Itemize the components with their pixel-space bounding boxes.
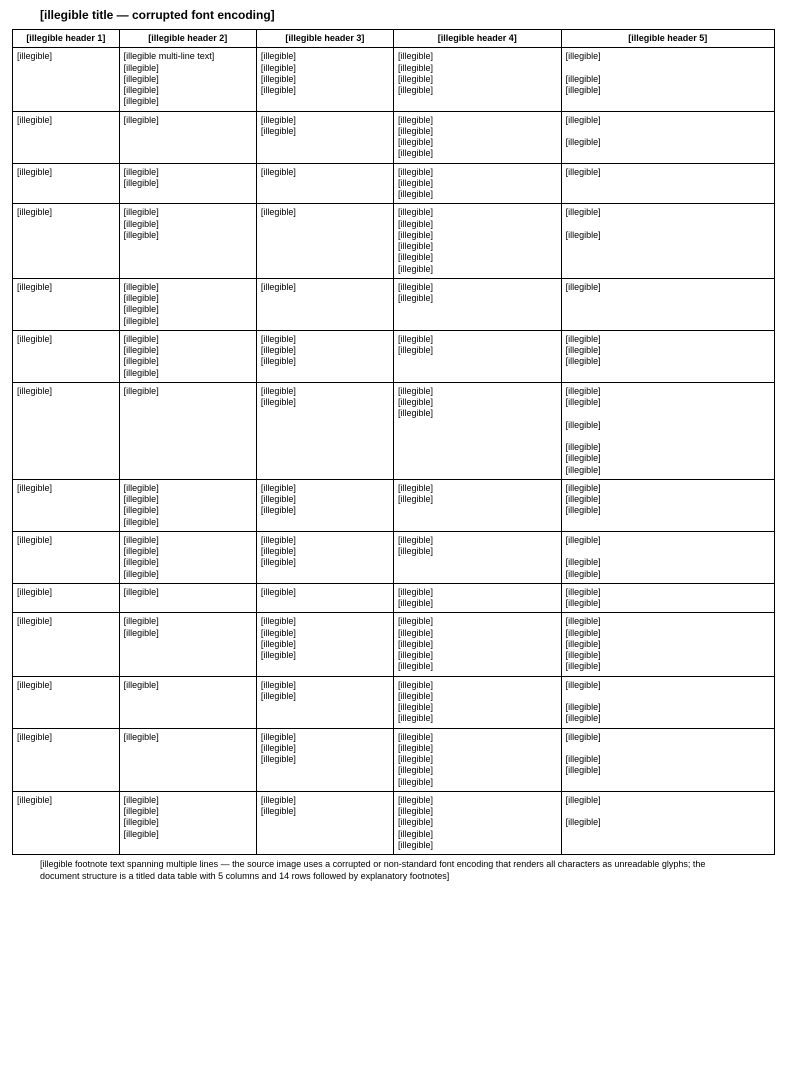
table-cell: [illegible]	[13, 382, 120, 479]
table-cell: [illegible] [illegible] [illegible]	[256, 479, 393, 531]
col-header-4: [illegible header 4]	[393, 30, 561, 48]
table-cell: [illegible]	[13, 204, 120, 279]
table-cell: [illegible]	[13, 479, 120, 531]
table-cell: [illegible] [illegible]	[561, 204, 774, 279]
table-cell: [illegible] [illegible]	[561, 583, 774, 613]
table-header-row: [illegible header 1] [illegible header 2…	[13, 30, 775, 48]
table-cell: [illegible] [illegible] [illegible]	[256, 531, 393, 583]
table-cell: [illegible] [illegible] [illegible]	[561, 479, 774, 531]
table-cell: [illegible]	[256, 163, 393, 204]
table-cell: [illegible] [illegible] [illegible] [ill…	[393, 48, 561, 111]
table-cell: [illegible] [illegible] [illegible]	[119, 204, 256, 279]
table-cell: [illegible] [illegible]	[256, 676, 393, 728]
table-cell: [illegible] [illegible] [illegible]	[393, 163, 561, 204]
table-cell: [illegible]	[13, 728, 120, 791]
table-cell: [illegible]	[13, 531, 120, 583]
col-header-3: [illegible header 3]	[256, 30, 393, 48]
col-header-2: [illegible header 2]	[119, 30, 256, 48]
table-row: [illegible][illegible][illegible] [illeg…	[13, 676, 775, 728]
table-cell: [illegible] [illegible] [illegible] [ill…	[393, 791, 561, 854]
data-table: [illegible header 1] [illegible header 2…	[12, 29, 775, 855]
table-cell: [illegible]	[13, 111, 120, 163]
table-cell: [illegible] [illegible] [illegible] [ill…	[561, 613, 774, 676]
table-cell: [illegible] [illegible]	[393, 479, 561, 531]
table-cell: [illegible]	[13, 583, 120, 613]
table-cell: [illegible] [illegible] [illegible] [ill…	[119, 791, 256, 854]
table-row: [illegible][illegible] [illegible] [ille…	[13, 531, 775, 583]
table-cell: [illegible] [illegible]	[256, 111, 393, 163]
table-cell: [illegible]	[561, 163, 774, 204]
table-cell: [illegible]	[256, 278, 393, 330]
table-row: [illegible][illegible] [illegible][illeg…	[13, 613, 775, 676]
table-cell: [illegible] [illegible] [illegible] [ill…	[393, 111, 561, 163]
table-cell: [illegible] [illegible] [illegible] [ill…	[393, 613, 561, 676]
table-row: [illegible][illegible multi-line text] […	[13, 48, 775, 111]
table-cell: [illegible]	[119, 728, 256, 791]
table-row: [illegible][illegible][illegible] [illeg…	[13, 111, 775, 163]
table-cell: [illegible] [illegible]	[561, 791, 774, 854]
table-row: [illegible][illegible][illegible] [illeg…	[13, 382, 775, 479]
table-row: [illegible][illegible] [illegible] [ille…	[13, 204, 775, 279]
col-header-1: [illegible header 1]	[13, 30, 120, 48]
table-cell: [illegible] [illegible]	[119, 163, 256, 204]
table-cell: [illegible]	[256, 583, 393, 613]
table-cell: [illegible] [illegible] [illegible] [ill…	[561, 382, 774, 479]
table-cell: [illegible] [illegible]	[393, 531, 561, 583]
table-cell: [illegible]	[13, 791, 120, 854]
table-cell: [illegible] [illegible] [illegible] [ill…	[393, 676, 561, 728]
table-cell: [illegible] [illegible] [illegible] [ill…	[256, 48, 393, 111]
table-cell: [illegible] [illegible] [illegible]	[256, 330, 393, 382]
table-cell: [illegible] [illegible]	[393, 278, 561, 330]
table-cell: [illegible] [illegible]	[561, 111, 774, 163]
table-row: [illegible][illegible] [illegible][illeg…	[13, 163, 775, 204]
table-cell: [illegible]	[561, 278, 774, 330]
table-row: [illegible][illegible] [illegible] [ille…	[13, 479, 775, 531]
table-cell: [illegible] [illegible] [illegible]	[561, 330, 774, 382]
table-cell: [illegible] [illegible] [illegible] [ill…	[119, 479, 256, 531]
table-cell: [illegible] [illegible] [illegible] [ill…	[119, 531, 256, 583]
table-cell: [illegible] [illegible]	[256, 382, 393, 479]
footnote-text: [illegible footnote text spanning multip…	[12, 859, 775, 882]
table-cell: [illegible]	[13, 278, 120, 330]
table-cell: [illegible] [illegible]	[393, 330, 561, 382]
table-cell: [illegible]	[119, 583, 256, 613]
table-cell: [illegible] [illegible] [illegible] [ill…	[256, 613, 393, 676]
table-row: [illegible][illegible] [illegible] [ille…	[13, 330, 775, 382]
table-cell: [illegible] [illegible]	[393, 583, 561, 613]
table-cell: [illegible] [illegible] [illegible]	[561, 728, 774, 791]
table-cell: [illegible]	[13, 676, 120, 728]
table-cell: [illegible]	[13, 48, 120, 111]
table-cell: [illegible] [illegible] [illegible]	[256, 728, 393, 791]
table-cell: [illegible]	[119, 111, 256, 163]
document-title: [illegible title — corrupted font encodi…	[12, 8, 775, 23]
table-row: [illegible][illegible][illegible][illegi…	[13, 583, 775, 613]
col-header-5: [illegible header 5]	[561, 30, 774, 48]
table-cell: [illegible] [illegible] [illegible]	[561, 48, 774, 111]
table-cell: [illegible] [illegible] [illegible]	[393, 382, 561, 479]
table-cell: [illegible]	[13, 163, 120, 204]
table-cell: [illegible] [illegible]	[119, 613, 256, 676]
table-cell: [illegible] [illegible] [illegible]	[561, 531, 774, 583]
table-cell: [illegible] [illegible] [illegible] [ill…	[119, 330, 256, 382]
table-body: [illegible][illegible multi-line text] […	[13, 48, 775, 855]
table-cell: [illegible]	[119, 676, 256, 728]
table-row: [illegible][illegible][illegible] [illeg…	[13, 728, 775, 791]
table-cell: [illegible] [illegible] [illegible] [ill…	[393, 204, 561, 279]
table-cell: [illegible]	[119, 382, 256, 479]
table-row: [illegible][illegible] [illegible] [ille…	[13, 791, 775, 854]
table-cell: [illegible] [illegible]	[256, 791, 393, 854]
table-cell: [illegible] [illegible] [illegible] [ill…	[119, 278, 256, 330]
table-cell: [illegible]	[13, 330, 120, 382]
table-cell: [illegible] [illegible] [illegible]	[561, 676, 774, 728]
table-cell: [illegible]	[13, 613, 120, 676]
table-cell: [illegible] [illegible] [illegible] [ill…	[393, 728, 561, 791]
table-cell: [illegible multi-line text] [illegible] …	[119, 48, 256, 111]
table-row: [illegible][illegible] [illegible] [ille…	[13, 278, 775, 330]
table-cell: [illegible]	[256, 204, 393, 279]
